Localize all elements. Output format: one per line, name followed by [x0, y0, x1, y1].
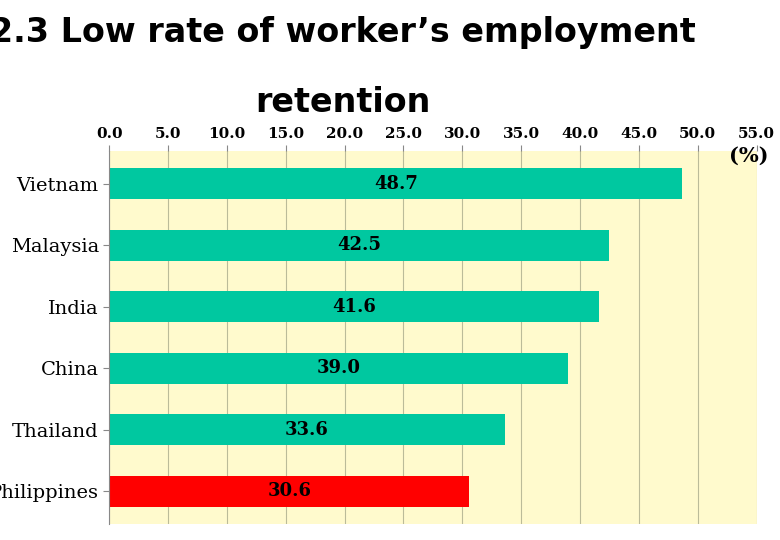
- Text: 33.6: 33.6: [285, 421, 329, 439]
- Text: 30.6: 30.6: [268, 482, 311, 501]
- Text: retention: retention: [256, 86, 431, 119]
- Text: 41.6: 41.6: [332, 298, 376, 316]
- Text: 39.0: 39.0: [317, 359, 360, 377]
- Bar: [109, 291, 599, 322]
- Bar: [109, 168, 682, 199]
- Text: 42.5: 42.5: [337, 236, 381, 254]
- Text: 48.7: 48.7: [374, 174, 418, 193]
- Text: (%): (%): [729, 146, 768, 166]
- Bar: [109, 415, 505, 446]
- Bar: [109, 353, 569, 384]
- Bar: [109, 230, 609, 260]
- Bar: [109, 476, 470, 507]
- Text: 2.3 Low rate of worker’s employment: 2.3 Low rate of worker’s employment: [0, 16, 696, 49]
